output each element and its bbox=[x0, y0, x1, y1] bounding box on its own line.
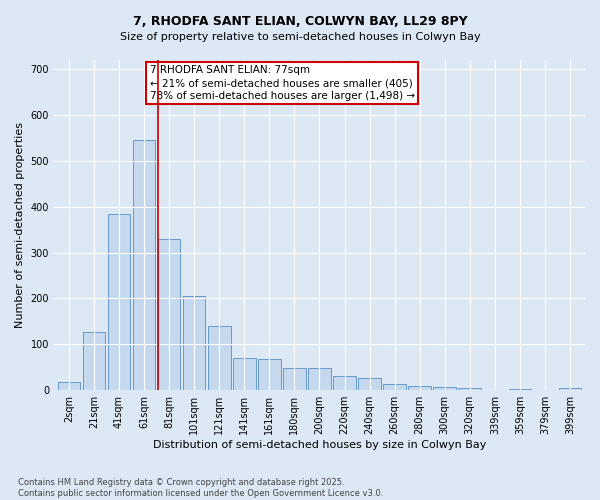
Bar bbox=[108, 214, 130, 390]
Bar bbox=[383, 384, 406, 390]
Bar bbox=[283, 368, 305, 390]
Bar bbox=[409, 386, 431, 390]
Text: Contains HM Land Registry data © Crown copyright and database right 2025.
Contai: Contains HM Land Registry data © Crown c… bbox=[18, 478, 383, 498]
Bar bbox=[183, 296, 205, 390]
X-axis label: Distribution of semi-detached houses by size in Colwyn Bay: Distribution of semi-detached houses by … bbox=[153, 440, 486, 450]
Bar bbox=[58, 382, 80, 390]
Bar bbox=[333, 376, 356, 390]
Bar bbox=[433, 388, 456, 390]
Bar bbox=[258, 359, 281, 390]
Bar bbox=[133, 140, 155, 390]
Bar bbox=[83, 332, 105, 390]
Bar bbox=[158, 239, 181, 390]
Y-axis label: Number of semi-detached properties: Number of semi-detached properties bbox=[15, 122, 25, 328]
Text: 7 RHODFA SANT ELIAN: 77sqm
← 21% of semi-detached houses are smaller (405)
78% o: 7 RHODFA SANT ELIAN: 77sqm ← 21% of semi… bbox=[149, 65, 415, 102]
Bar bbox=[559, 388, 581, 390]
Bar bbox=[233, 358, 256, 390]
Bar bbox=[509, 389, 531, 390]
Text: Size of property relative to semi-detached houses in Colwyn Bay: Size of property relative to semi-detach… bbox=[119, 32, 481, 42]
Bar bbox=[208, 326, 230, 390]
Bar bbox=[458, 388, 481, 390]
Bar bbox=[308, 368, 331, 390]
Text: 7, RHODFA SANT ELIAN, COLWYN BAY, LL29 8PY: 7, RHODFA SANT ELIAN, COLWYN BAY, LL29 8… bbox=[133, 15, 467, 28]
Bar bbox=[358, 378, 381, 390]
